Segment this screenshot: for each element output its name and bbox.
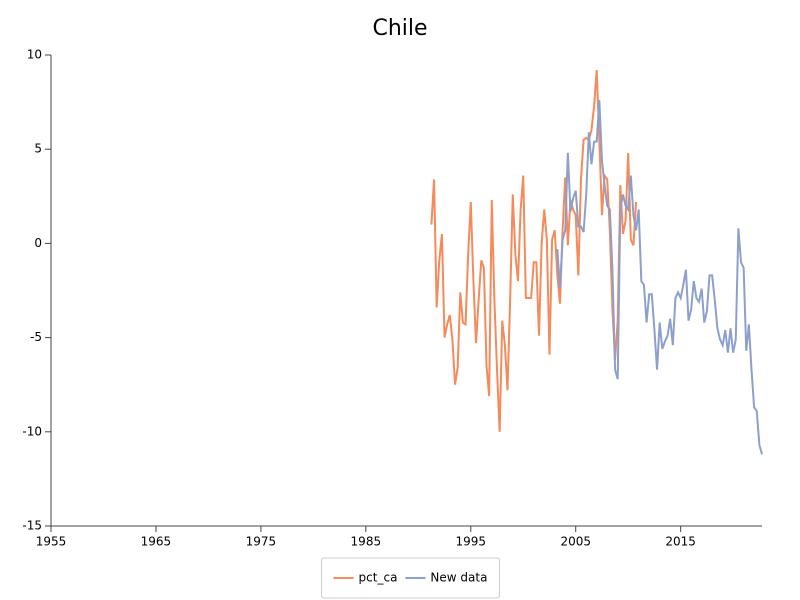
y-tick-label: 5	[34, 142, 42, 156]
legend-label: pct_ca	[359, 571, 398, 585]
legend: pct_ca New data	[321, 557, 500, 599]
line-series	[556, 100, 763, 455]
x-tick-label: 1985	[351, 535, 382, 549]
chart-title: Chile	[372, 16, 427, 41]
x-tick-label: 1955	[36, 535, 67, 549]
x-tick-label: 1965	[141, 535, 172, 549]
x-tick-label: 2015	[665, 535, 696, 549]
y-tick-label: -5	[30, 330, 42, 344]
x-tick-label: 1995	[456, 535, 487, 549]
y-tick-label: 0	[34, 236, 42, 250]
x-tick-label: 2005	[560, 535, 591, 549]
y-tick-label: -15	[22, 519, 42, 533]
legend-label: New data	[430, 571, 487, 585]
y-tick-label: 10	[27, 48, 42, 62]
y-tick-label: -10	[22, 424, 42, 438]
x-tick-label: 1975	[246, 535, 277, 549]
line-series	[430, 69, 638, 432]
